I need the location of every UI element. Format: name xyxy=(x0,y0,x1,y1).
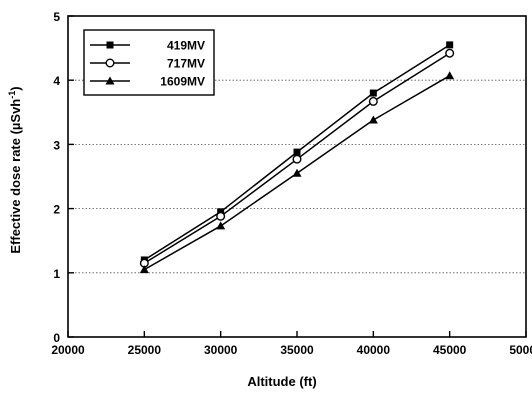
y-tick-label: 1 xyxy=(53,267,60,281)
legend-label: 1609MV xyxy=(160,75,205,89)
data-point-square xyxy=(369,89,377,97)
x-tick-label: 40000 xyxy=(357,343,391,357)
legend-marker-triangle xyxy=(105,76,115,85)
data-point-triangle xyxy=(292,168,302,177)
x-tick-label: 50000 xyxy=(509,343,532,357)
data-point-circle xyxy=(445,48,455,58)
y-axis-title-main: Effective dose rate (µSvh xyxy=(8,99,23,254)
legend-label: 717MV xyxy=(167,57,205,71)
y-tick-label: 2 xyxy=(53,203,60,217)
y-axis-title-sup: -1 xyxy=(7,91,17,99)
legend-label: 419MV xyxy=(167,39,205,53)
y-tick-label: 0 xyxy=(53,331,60,345)
x-tick-label: 30000 xyxy=(204,343,238,357)
x-axis-title: Altitude (ft) xyxy=(247,374,316,389)
legend-marker-square xyxy=(106,41,114,49)
data-point-triangle xyxy=(368,115,378,124)
data-point-circle xyxy=(216,211,226,221)
x-tick-label: 35000 xyxy=(280,343,314,357)
data-point-triangle xyxy=(445,71,455,80)
data-point-square xyxy=(293,148,301,156)
data-point-triangle xyxy=(139,265,149,274)
y-axis-title-end: ) xyxy=(8,86,23,90)
data-point-circle xyxy=(368,96,378,106)
data-point-circle xyxy=(292,154,302,164)
data-point-square xyxy=(446,41,454,49)
x-tick-label: 25000 xyxy=(128,343,162,357)
x-tick-label: 45000 xyxy=(433,343,467,357)
y-tick-label: 4 xyxy=(53,74,60,88)
y-tick-label: 3 xyxy=(53,138,60,152)
legend: 419MV 717MV 1609MV xyxy=(83,29,215,96)
y-tick-label: 5 xyxy=(53,10,60,24)
data-point-triangle xyxy=(216,221,226,230)
x-tick-label: 20000 xyxy=(51,343,85,357)
y-tick-labels: 0 1 2 3 4 5 xyxy=(53,10,60,345)
legend-marker-circle xyxy=(105,58,115,68)
y-axis-title: Effective dose rate (µSvh-1) xyxy=(7,86,23,253)
axis-ticks xyxy=(67,15,527,338)
series-markers xyxy=(139,41,455,274)
x-tick-labels: 20000 25000 30000 35000 40000 45000 50000 xyxy=(51,343,532,357)
grid-lines xyxy=(68,79,526,274)
